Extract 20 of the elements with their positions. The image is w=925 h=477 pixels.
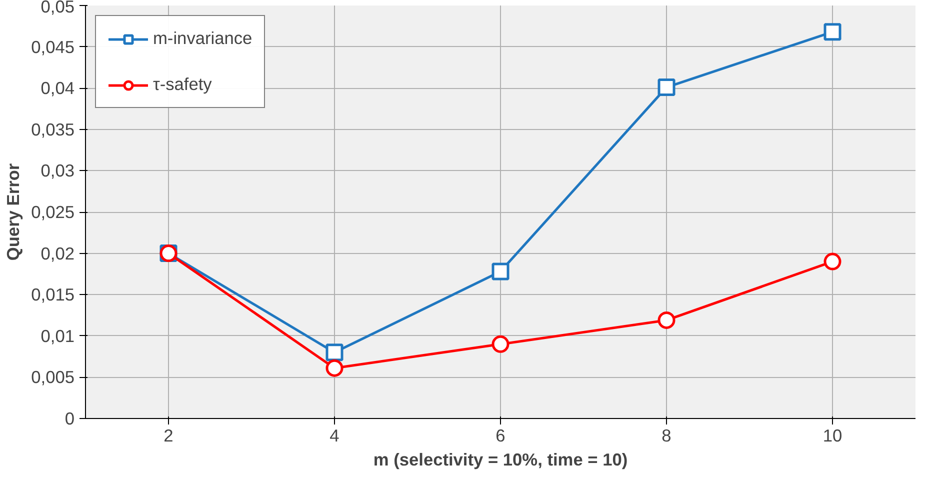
x-tick-label: 10 bbox=[822, 426, 842, 446]
x-tick-label: 8 bbox=[662, 426, 672, 446]
y-tick-label: 0,035 bbox=[31, 119, 75, 140]
x-axis-title: m (selectivity = 10%, time = 10) bbox=[373, 450, 628, 470]
y-tick-label: 0,04 bbox=[40, 78, 75, 98]
y-tick-label: 0,02 bbox=[40, 243, 75, 264]
y-tick-label: 0 bbox=[64, 408, 75, 428]
x-tick-label: 6 bbox=[496, 426, 506, 446]
y-axis-title: Query Error bbox=[3, 163, 24, 261]
x-tick-label: 2 bbox=[164, 426, 174, 446]
legend-label: τ-safety bbox=[153, 74, 212, 95]
y-tick-label: 0,03 bbox=[40, 160, 75, 181]
y-tick-label: 0,01 bbox=[40, 326, 75, 346]
y-tick-label: 0,025 bbox=[31, 202, 75, 222]
y-tick-label: 0,05 bbox=[40, 0, 75, 16]
legend-label: m-invariance bbox=[153, 28, 252, 49]
y-tick-label: 0,045 bbox=[31, 36, 75, 57]
y-tick-label: 0,015 bbox=[31, 284, 75, 305]
x-tick-label: 4 bbox=[330, 426, 340, 446]
y-tick-label: 0,005 bbox=[31, 367, 75, 388]
